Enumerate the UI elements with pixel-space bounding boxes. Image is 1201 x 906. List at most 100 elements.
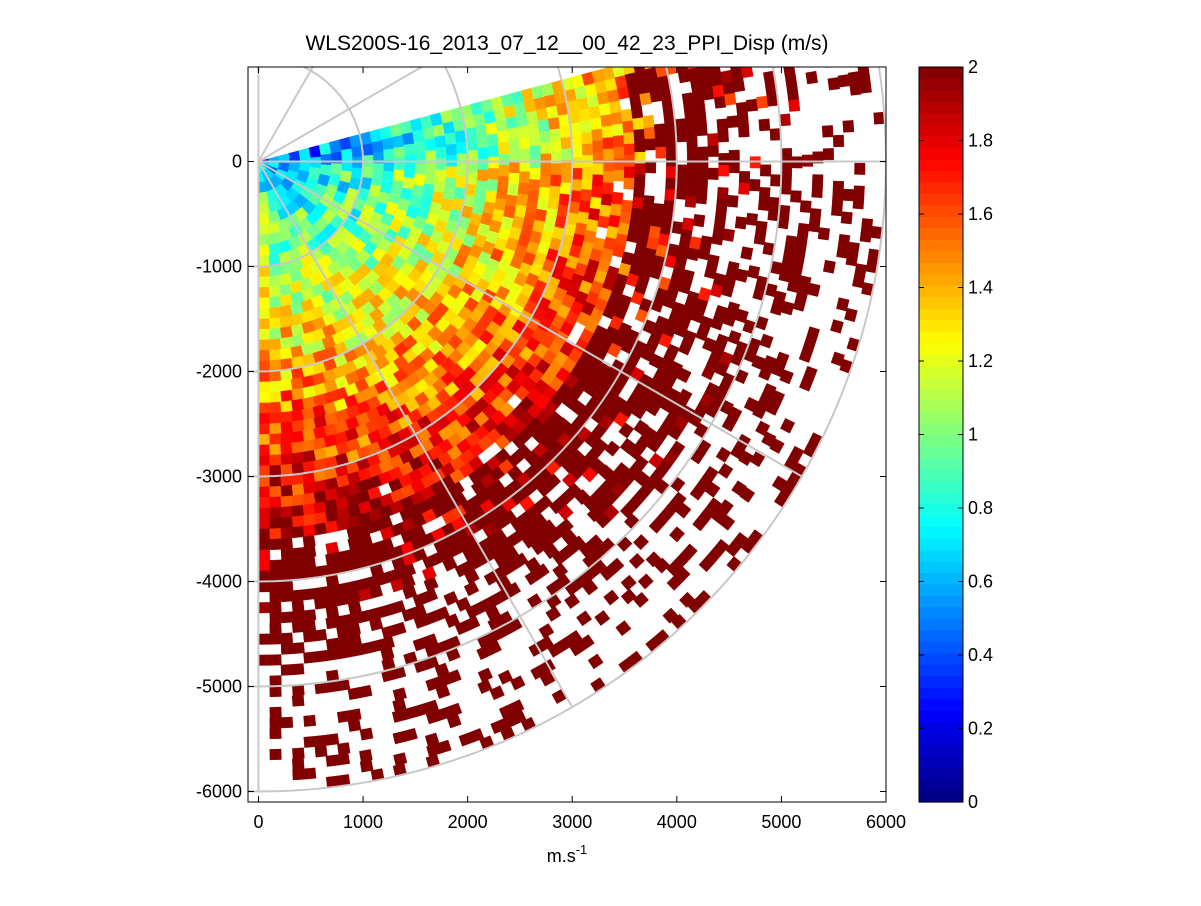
ppi-cell: [442, 187, 456, 201]
ppi-cell: [603, 148, 615, 161]
ppi-cell: [314, 734, 328, 747]
colorbar-step: [919, 549, 963, 562]
ppi-cell: [548, 185, 561, 199]
ppi-cell: [477, 667, 493, 683]
ppi-cell: [505, 115, 518, 129]
colorbar-step: [919, 285, 963, 298]
colorbar-tick-label: 0.8: [968, 498, 993, 518]
ppi-cell: [424, 172, 437, 186]
colorbar-step: [919, 411, 963, 424]
ppi-cell: [313, 522, 328, 536]
ppi-cell: [564, 593, 581, 610]
ppi-cell: [696, 53, 709, 67]
ppi-cell: [280, 421, 294, 434]
ppi-cell: [630, 105, 644, 119]
ppi-cell: [620, 574, 637, 591]
ppi-cell: [314, 650, 328, 663]
colorbar-step: [919, 273, 963, 286]
ppi-cell: [413, 140, 426, 153]
ppi-cell: [643, 126, 656, 140]
ppi-cell: [280, 590, 294, 603]
ppi-cell: [613, 157, 625, 170]
ppi-cell: [528, 178, 541, 192]
ppi-cell: [258, 549, 271, 561]
ppi-cell: [601, 67, 616, 81]
ppi-cell: [770, 390, 786, 406]
x-axis-label: m.s-1: [547, 842, 588, 866]
ppi-cell: [684, 115, 697, 128]
ppi-cell: [421, 566, 437, 581]
ppi-cell: [644, 67, 655, 70]
ppi-cell: [258, 371, 271, 383]
ppi-cell: [697, 158, 709, 170]
ppi-cell: [696, 180, 708, 193]
ppi-cell: [347, 687, 362, 701]
ppi-cell: [645, 161, 657, 174]
ppi-cell: [697, 146, 709, 159]
ppi-cell: [716, 118, 729, 132]
ppi-cell: [685, 126, 698, 140]
colorbar-tick-label: 2: [968, 57, 978, 77]
ppi-cell: [269, 486, 282, 498]
colorbar-tick-label: 1.2: [968, 351, 993, 371]
ppi-cell: [371, 139, 384, 153]
colorbar-step: [919, 687, 963, 700]
ppi-cell: [738, 171, 751, 184]
ppi-cell: [269, 538, 282, 551]
ppi-cell: [600, 113, 613, 127]
ppi-cell: [303, 588, 317, 601]
ppi-cell: [580, 119, 593, 133]
ppi-cell: [280, 495, 294, 508]
ppi-cell: [582, 166, 594, 179]
colorbar: 0 0.2 0.4 0.6 0.8 1 1.2 1.4 1.6 1.8 2: [918, 57, 993, 812]
ppi-cell: [665, 166, 677, 179]
ppi-cell: [325, 616, 339, 630]
ppi-cell: [280, 579, 294, 592]
ppi-cell: [761, 383, 777, 399]
ppi-cell: [423, 588, 439, 603]
colorbar-step: [919, 698, 963, 711]
ppi-cell: [527, 121, 540, 135]
ppi-cell: [394, 157, 406, 171]
ppi-cell: [822, 259, 836, 274]
ppi-cell: [269, 338, 282, 351]
colorbar-step: [919, 491, 963, 505]
ppi-cell: [591, 128, 604, 141]
ppi-cell: [633, 419, 649, 436]
ppi-cell: [392, 169, 405, 182]
colorbar-step: [919, 89, 963, 103]
ppi-cell: [529, 167, 541, 180]
ppi-cell: [518, 136, 531, 149]
ppi-cell: [456, 164, 468, 177]
ppi-cell: [302, 630, 316, 643]
ppi-cell: [576, 610, 593, 627]
ppi-cell: [291, 504, 305, 518]
ppi-cell: [314, 628, 328, 642]
ppi-cell: [732, 78, 746, 93]
ppi-cell: [291, 621, 305, 633]
colorbar-step: [919, 710, 963, 723]
ppi-cell: [608, 557, 625, 574]
ppi-cell: [464, 569, 480, 585]
colorbar-tick-label: 0.4: [968, 645, 993, 665]
colorbar-tick-label: 0.6: [968, 572, 993, 592]
ppi-cell: [808, 219, 821, 233]
ppi-cell: [269, 580, 282, 593]
colorbar-tick-label: 1.6: [968, 204, 993, 224]
y-tick-label: -4000: [196, 572, 242, 592]
colorbar-step: [919, 744, 963, 757]
ppi-cell: [269, 327, 282, 340]
ppi-cell: [269, 412, 282, 424]
ppi-cell: [484, 189, 498, 204]
ppi-cell: [628, 218, 642, 232]
ppi-cell: [280, 411, 293, 424]
ppi-cell: [258, 444, 271, 456]
x-tick-label: 3000: [552, 812, 592, 832]
ppi-cell: [676, 367, 692, 384]
ppi-cell: [644, 67, 659, 81]
ppi-cell: [695, 123, 708, 137]
ppi-cell: [476, 135, 489, 148]
ppi-cell: [755, 420, 771, 437]
ppi-cell: [734, 216, 748, 230]
